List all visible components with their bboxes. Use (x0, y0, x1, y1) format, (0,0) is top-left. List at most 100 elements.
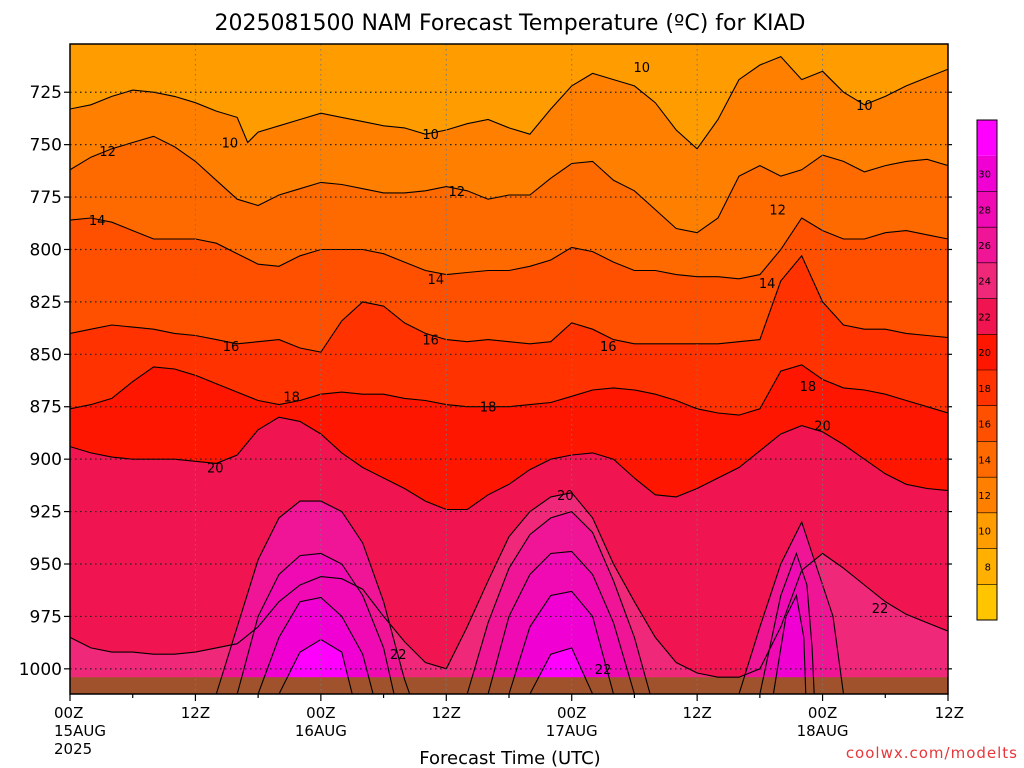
y-tick-label: 900 (30, 450, 62, 470)
credit-text: coolwx.com/modelts (846, 744, 1018, 762)
y-tick-label: 725 (30, 83, 62, 103)
colorbar-label: 18 (978, 384, 991, 395)
colorbar-swatch (977, 584, 997, 620)
ground-surface (70, 677, 948, 694)
contour-label: 12 (99, 145, 116, 160)
colorbar-label: 16 (978, 420, 991, 431)
plot-overlay: 10 10 10 10 12 12 12 14 14 14 16 16 16 18 18 18 20 20 20 22… (70, 44, 948, 694)
x-tick-label: 15AUG (54, 722, 106, 740)
contour-line-24 (466, 510, 651, 694)
colorbar-label: 8 (985, 562, 991, 573)
colorbar-label: 22 (978, 312, 991, 323)
contour-label: 22 (390, 648, 407, 663)
contour-line-30 (529, 647, 594, 694)
chart-title: 2025081500 NAM Forecast Temperature (ºC)… (215, 11, 806, 36)
x-tick-label: 17AUG (546, 722, 598, 740)
contour-line-18 (70, 364, 948, 416)
contour-line-28 (508, 590, 615, 694)
y-tick-label: 850 (30, 345, 62, 365)
contour-line-14 (70, 217, 948, 280)
y-tick-label: 1000 (19, 660, 62, 680)
colorbar-label: 28 (978, 205, 991, 216)
contour-label: 16 (422, 334, 439, 349)
colorbar-label: 14 (978, 455, 991, 466)
colorbar-swatch (977, 191, 997, 228)
x-tick-label: 12Z (432, 704, 461, 722)
plot-area (70, 44, 948, 694)
contour-label: 20 (814, 420, 831, 435)
x-tick-label: 00Z (54, 704, 83, 722)
y-tick-label: 800 (30, 240, 62, 260)
y-axis: 725 750 775 800 825 850 875 900 925 950 975 1000 (19, 83, 952, 680)
colorbar-swatch (977, 120, 997, 156)
x-tick-label: 00Z (306, 704, 335, 722)
x-axis-label: Forecast Time (UTC) (419, 748, 600, 768)
contour-line-26 (487, 550, 635, 694)
contour-label: 18 (480, 401, 497, 416)
contour-line-24 (738, 520, 845, 694)
contour-line-16 (70, 254, 948, 353)
colorbar-swatch (977, 298, 997, 335)
contour-label: 14 (759, 277, 776, 292)
contour-label: 18 (800, 380, 817, 395)
contour-line-26 (236, 552, 395, 694)
contour-line-24 (215, 500, 411, 694)
contour-label: 18 (283, 390, 300, 405)
contour-label: 10 (222, 137, 239, 152)
colorbar-swatch (977, 370, 997, 406)
contour-line-20 (70, 416, 948, 511)
colorbar: 8 10 12 14 16 18 20 22 24 26 28 30 (976, 119, 998, 621)
colorbar-frame (976, 119, 998, 621)
x-tick-label: 16AUG (295, 722, 347, 740)
y-tick-label: 775 (30, 188, 62, 208)
colorbar-label: 30 (978, 170, 991, 181)
contour-line-26 (759, 551, 815, 694)
contour-label: 16 (600, 340, 617, 355)
colorbar-label: 26 (978, 241, 991, 252)
y-tick-label: 975 (30, 607, 62, 627)
contour-label: 14 (428, 273, 445, 288)
x-tick-label: 12Z (935, 704, 964, 722)
contour-label: 12 (448, 185, 465, 200)
contour-label: 22 (872, 602, 889, 617)
y-tick-label: 825 (30, 293, 62, 313)
contour-line-28 (772, 593, 807, 694)
x-tick-label: 2025 (54, 740, 92, 758)
contour-line-12 (70, 135, 948, 234)
contour-label: 10 (856, 99, 873, 114)
contour-label: 14 (89, 214, 106, 229)
contour-label: 12 (769, 204, 786, 219)
x-tick-label: 00Z (808, 704, 837, 722)
colorbar-label: 10 (978, 527, 991, 538)
contour-line-28 (257, 596, 374, 694)
contour-label: 16 (223, 340, 240, 355)
colorbar-swatch (977, 548, 997, 585)
colorbar-swatch (977, 155, 997, 192)
contour-label: 20 (207, 462, 224, 477)
colorbar-swatch (977, 262, 997, 299)
colorbar-label: 20 (978, 348, 991, 359)
colorbar-swatch (977, 334, 997, 370)
y-tick-label: 750 (30, 136, 62, 156)
colorbar-swatch (977, 477, 997, 513)
contour-label: 22 (595, 663, 612, 678)
x-tick-label: 12Z (682, 704, 711, 722)
colorbar-swatch (977, 227, 997, 263)
colorbar-swatch (977, 405, 997, 442)
contour-label: 10 (633, 61, 650, 76)
colorbar-swatch (977, 441, 997, 478)
y-tick-label: 875 (30, 398, 62, 418)
contour-label: 20 (557, 489, 574, 504)
contour-label: 10 (422, 128, 439, 143)
colorbar-swatch (977, 512, 997, 549)
x-tick-label: 12Z (181, 704, 210, 722)
colorbar-label: 12 (978, 491, 991, 502)
y-tick-label: 950 (30, 555, 62, 575)
x-tick-label: 00Z (557, 704, 586, 722)
contour-line-10 (70, 55, 948, 150)
x-tick-label: 18AUG (797, 722, 849, 740)
colorbar-label: 24 (978, 277, 991, 288)
y-tick-label: 925 (30, 503, 62, 523)
